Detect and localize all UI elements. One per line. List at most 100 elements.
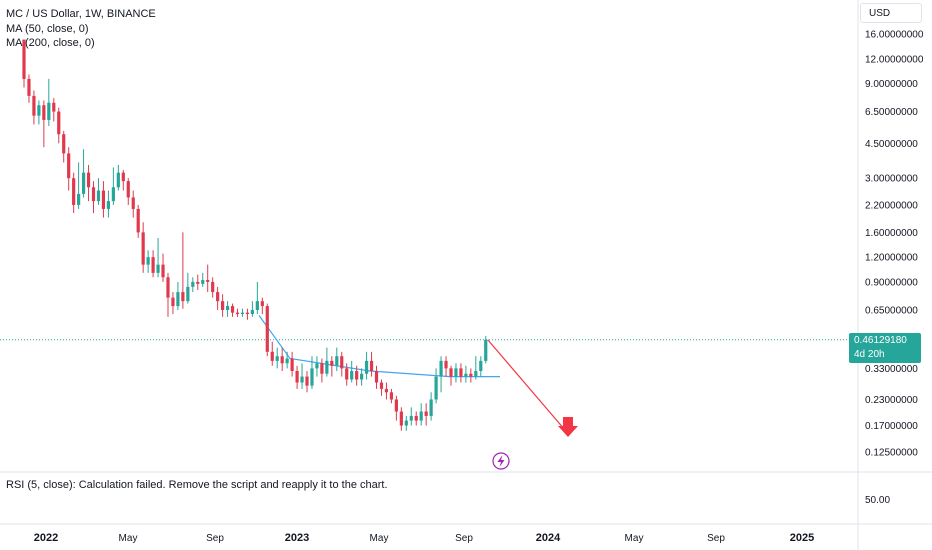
candle-body[interactable]: [121, 172, 125, 182]
down-arrow-icon[interactable]: [558, 417, 578, 437]
candle-body[interactable]: [156, 264, 160, 273]
candle-body[interactable]: [340, 356, 344, 369]
candle-body[interactable]: [305, 376, 309, 386]
candle-body[interactable]: [116, 172, 120, 188]
candle-body[interactable]: [369, 360, 374, 372]
candle-body[interactable]: [285, 358, 289, 364]
candle-body[interactable]: [91, 187, 96, 202]
candle-body[interactable]: [126, 181, 130, 198]
candle-body[interactable]: [37, 105, 41, 116]
candle-body[interactable]: [47, 102, 51, 120]
candle-body[interactable]: [474, 371, 478, 377]
candle-body[interactable]: [335, 356, 339, 366]
candle-body[interactable]: [96, 190, 101, 202]
candle-body[interactable]: [459, 368, 463, 377]
candle-body[interactable]: [439, 360, 443, 377]
candle-body[interactable]: [86, 172, 91, 188]
candle-body[interactable]: [151, 257, 155, 273]
candle-body[interactable]: [111, 187, 115, 202]
candle-body[interactable]: [161, 264, 165, 278]
candle-body[interactable]: [106, 201, 111, 209]
candle-body[interactable]: [206, 280, 210, 282]
candle-body[interactable]: [374, 371, 379, 383]
candle-body[interactable]: [57, 111, 61, 135]
candle-body[interactable]: [364, 360, 369, 374]
candle-body[interactable]: [141, 232, 145, 265]
candle-body[interactable]: [81, 172, 86, 194]
symbol-title[interactable]: MC / US Dollar, 1W, BINANCE: [6, 8, 156, 20]
candle-body[interactable]: [429, 399, 433, 416]
candle-body[interactable]: [171, 297, 175, 307]
candle-body[interactable]: [221, 301, 225, 310]
currency-button[interactable]: USD: [860, 3, 922, 23]
candle-body[interactable]: [469, 373, 473, 377]
candle-body[interactable]: [196, 281, 200, 284]
candle-body[interactable]: [444, 360, 448, 369]
candle-body[interactable]: [449, 368, 453, 377]
candle-body[interactable]: [360, 373, 364, 380]
candle-body[interactable]: [419, 411, 423, 421]
candle-body[interactable]: [191, 281, 195, 287]
candle-body[interactable]: [280, 356, 284, 364]
candle-body[interactable]: [350, 371, 354, 380]
candle-body[interactable]: [230, 306, 235, 313]
candle-body[interactable]: [265, 306, 269, 352]
candle-body[interactable]: [389, 392, 394, 400]
candle-body[interactable]: [186, 286, 190, 302]
candle-body[interactable]: [250, 309, 254, 315]
candle-body[interactable]: [131, 197, 135, 209]
candle-body[interactable]: [235, 312, 240, 315]
candle-body[interactable]: [325, 360, 329, 374]
candle-body[interactable]: [72, 178, 76, 205]
candle-body[interactable]: [379, 382, 384, 389]
ma50-legend[interactable]: MA (50, close, 0): [6, 22, 89, 35]
candle-body[interactable]: [384, 388, 389, 393]
candle-body[interactable]: [355, 371, 359, 380]
candle-body[interactable]: [424, 411, 428, 416]
candle-body[interactable]: [77, 193, 81, 205]
candle-body[interactable]: [320, 363, 324, 374]
candle-body[interactable]: [310, 368, 314, 386]
candle-body[interactable]: [181, 292, 185, 302]
candle-body[interactable]: [22, 39, 26, 79]
candle-body[interactable]: [42, 105, 46, 120]
candle-body[interactable]: [330, 360, 334, 366]
candle-body[interactable]: [479, 360, 483, 372]
candle-body[interactable]: [454, 368, 458, 377]
candle-body[interactable]: [52, 102, 56, 112]
ma200-legend[interactable]: MA (200, close, 0): [6, 37, 95, 49]
candle-body[interactable]: [67, 153, 71, 179]
candle-body[interactable]: [394, 399, 398, 412]
candle-body[interactable]: [409, 415, 413, 421]
candle-body[interactable]: [166, 277, 170, 298]
candle-body[interactable]: [345, 368, 349, 380]
ma50-line[interactable]: [258, 315, 500, 378]
projection-arrow-line[interactable]: [487, 339, 569, 434]
candle-body[interactable]: [62, 134, 66, 154]
candle-body[interactable]: [176, 292, 180, 307]
candle-body[interactable]: [300, 376, 304, 383]
candle-body[interactable]: [290, 358, 294, 372]
candle-body[interactable]: [27, 78, 31, 96]
candle-body[interactable]: [404, 420, 408, 426]
candle-body[interactable]: [245, 312, 250, 315]
candle-body[interactable]: [295, 371, 299, 383]
candle-body[interactable]: [201, 280, 205, 284]
candle-body[interactable]: [32, 95, 36, 116]
candle-body[interactable]: [225, 306, 230, 310]
candle-body[interactable]: [464, 373, 468, 377]
candle-body[interactable]: [211, 281, 215, 293]
candle-body[interactable]: [240, 312, 245, 315]
candle-body[interactable]: [216, 292, 220, 302]
candle-body[interactable]: [484, 339, 488, 361]
candle-body[interactable]: [146, 257, 150, 265]
candle-body[interactable]: [101, 190, 106, 209]
candle-body[interactable]: [275, 356, 279, 361]
candle-body[interactable]: [414, 415, 418, 421]
candle-body[interactable]: [136, 208, 140, 233]
candle-body[interactable]: [255, 301, 259, 310]
candle-body[interactable]: [315, 363, 319, 369]
candle-body[interactable]: [260, 301, 264, 307]
candle-body[interactable]: [434, 376, 438, 400]
